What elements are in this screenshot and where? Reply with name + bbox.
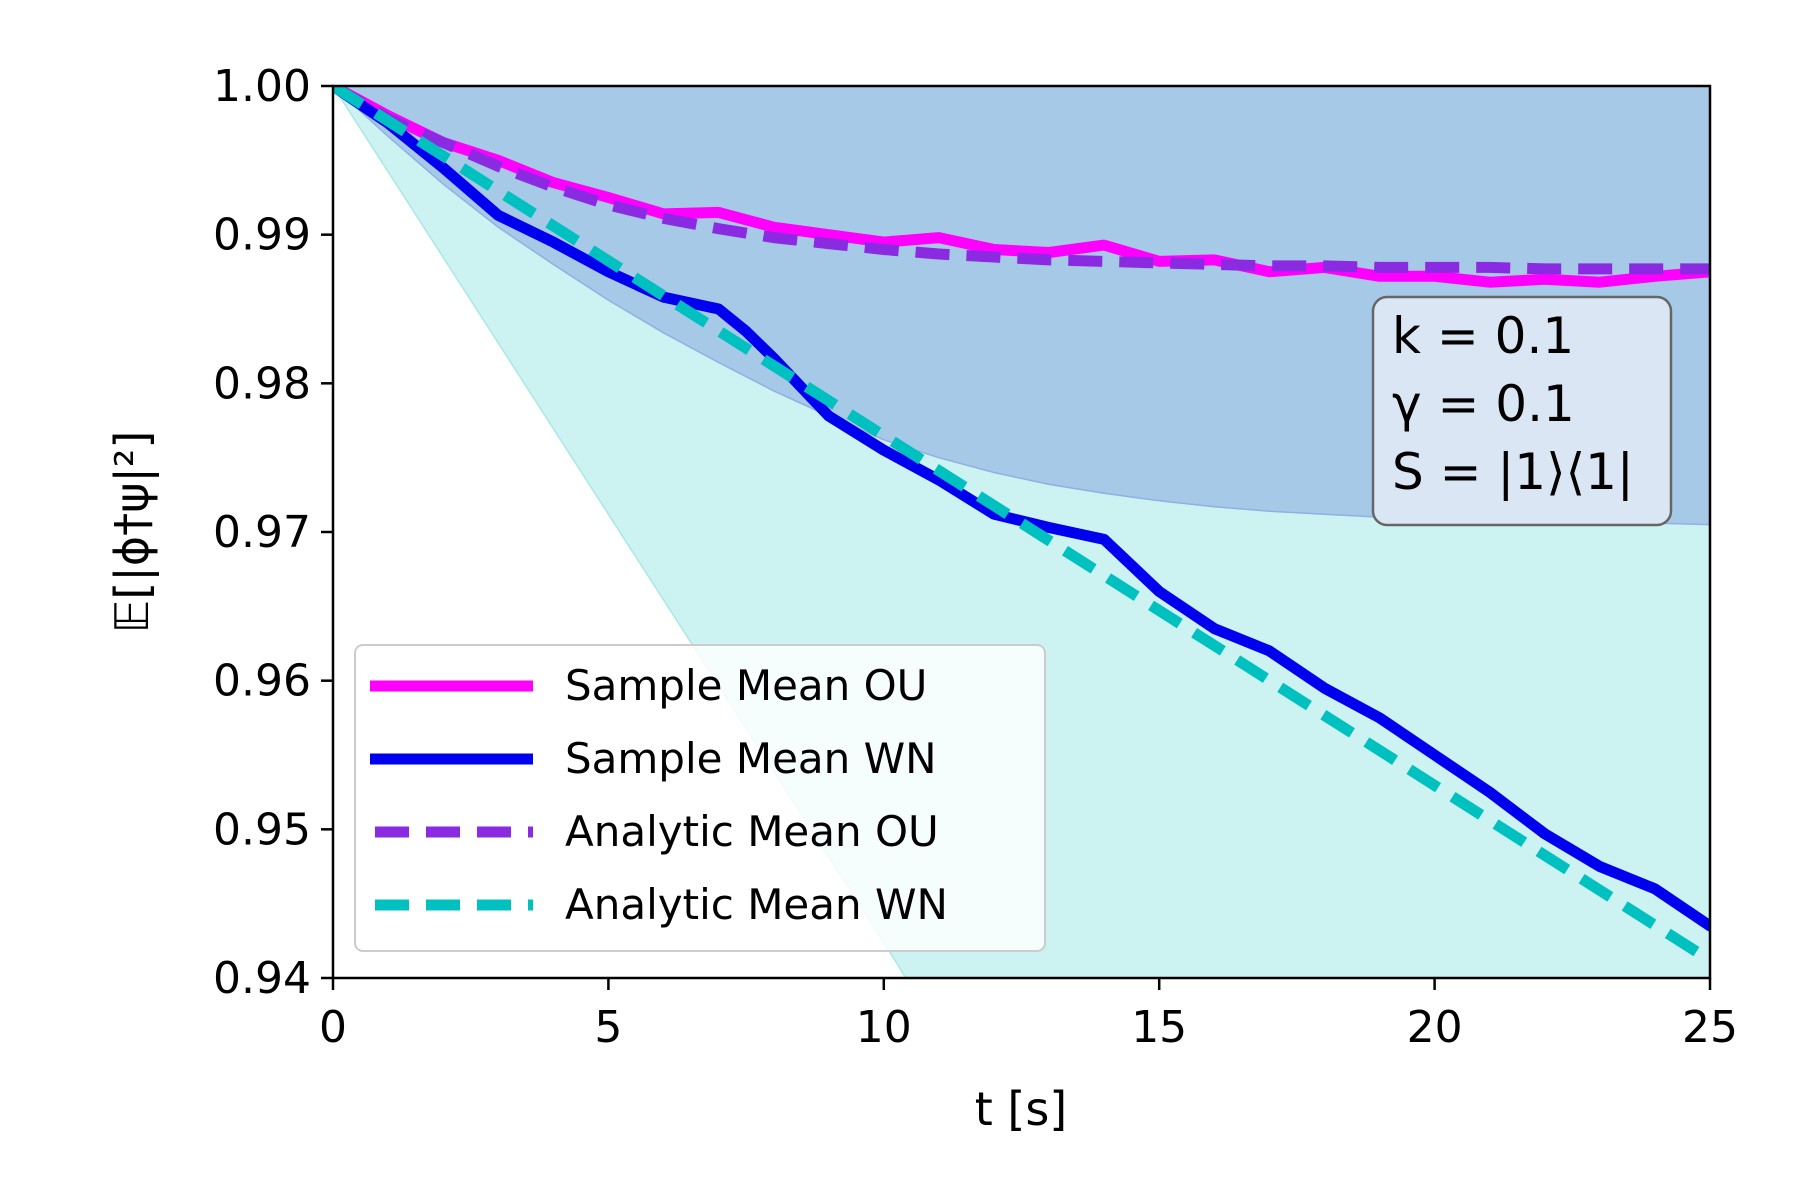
annotation-s: S = |1⟩⟨1| [1392, 443, 1634, 501]
annotation-box [1371, 295, 1673, 527]
x-tick-label: 25 [1682, 1002, 1738, 1053]
x-tick-label: 5 [594, 1002, 622, 1053]
data-series [333, 86, 1710, 965]
y-axis-label: 𝔼[|ϕ†ψ|²] [105, 431, 160, 634]
legend-label-sample-ou: Sample Mean OU [565, 661, 927, 710]
y-tick-label: 0.94 [213, 953, 311, 1004]
y-tick-label: 0.98 [213, 358, 311, 409]
x-tick-label: 15 [1131, 1002, 1187, 1053]
y-axis-ticks: 0.94 0.95 0.96 0.97 0.98 0.99 1.00 [213, 61, 333, 1004]
band-ou [333, 86, 1710, 526]
x-axis-label: t [s] [975, 1082, 1068, 1136]
legend-label-analytic-wn: Analytic Mean WN [565, 880, 948, 929]
parameter-annotation: k = 0.1 γ = 0.1 S = |1⟩⟨1| [1371, 295, 1673, 527]
annotation-gamma: γ = 0.1 [1392, 375, 1575, 433]
y-tick-label: 0.97 [213, 507, 311, 558]
series-analytic-mean-wn [333, 86, 1710, 965]
y-tick-label: 0.96 [213, 656, 311, 707]
y-tick-label: 0.99 [213, 210, 311, 261]
series-sample-mean-wn [333, 86, 1710, 932]
legend-box [354, 644, 1046, 952]
series-sample-mean-ou [333, 86, 1710, 288]
x-tick-label: 20 [1407, 1002, 1463, 1053]
x-axis-ticks: 0 5 10 15 20 25 [319, 978, 1738, 1053]
x-tick-label: 10 [856, 1002, 912, 1053]
y-tick-label: 0.95 [213, 804, 311, 855]
legend-label-sample-wn: Sample Mean WN [565, 734, 937, 783]
annotation-k: k = 0.1 [1392, 307, 1574, 365]
legend-label-analytic-ou: Analytic Mean OU [565, 807, 939, 856]
x-tick-label: 0 [319, 1002, 347, 1053]
series-analytic-mean-ou [333, 86, 1710, 275]
y-tick-label: 1.00 [213, 61, 311, 112]
legend: Sample Mean OU Sample Mean WN Analytic M… [354, 644, 1046, 952]
